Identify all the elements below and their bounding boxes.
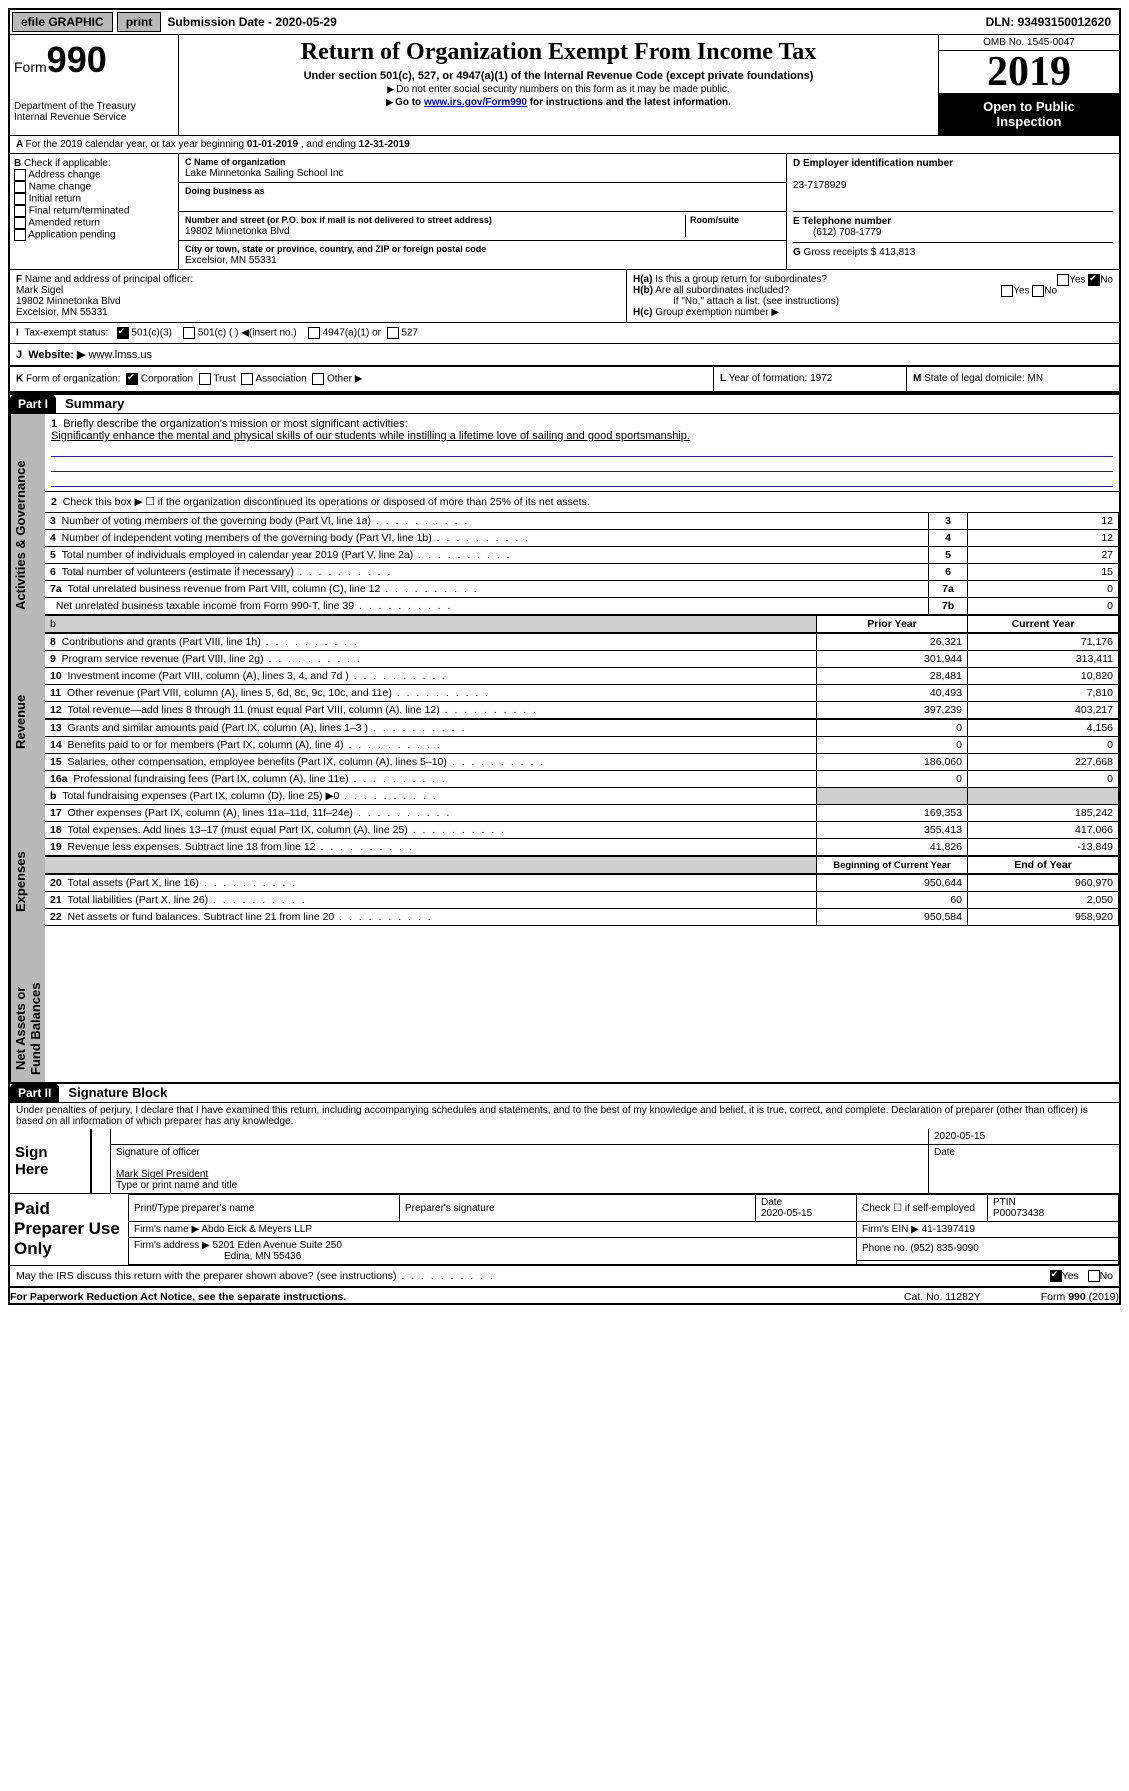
chk-initial-return[interactable]: Initial return xyxy=(29,194,81,205)
net-table: 20 Total assets (Part X, line 16) 950,64… xyxy=(45,874,1119,926)
tax-year: 2019 xyxy=(939,51,1119,93)
part-2-header: Part II Signature Block xyxy=(10,1082,1119,1103)
note-ssn: Do not enter social security numbers on … xyxy=(189,84,928,95)
city-state-zip: Excelsior, MN 55331 xyxy=(185,255,277,266)
year-formation: 1972 xyxy=(810,373,832,384)
firm-addr2: Edina, MN 55436 xyxy=(134,1251,301,1262)
firm-ein: 41-1397419 xyxy=(922,1224,975,1235)
officer-city: Excelsior, MN 55331 xyxy=(16,307,108,318)
chk-501c3[interactable] xyxy=(117,327,129,339)
org-name: Lake Minnetonka Sailing School Inc xyxy=(185,168,343,179)
summary-block: Activities & Governance Revenue Expenses… xyxy=(10,414,1119,1082)
chk-501c[interactable] xyxy=(183,327,195,339)
entity-block: B Check if applicable: Address change Na… xyxy=(10,154,1119,270)
vtab-revenue: Revenue xyxy=(10,656,45,788)
dln: DLN: 93493150012620 xyxy=(986,15,1119,29)
officer-block: F Name and address of principal officer:… xyxy=(10,270,1119,323)
ptin: P00073438 xyxy=(993,1208,1044,1219)
box-klm: K Form of organization: Corporation Trus… xyxy=(10,367,1119,393)
state-domicile: MN xyxy=(1028,373,1044,384)
header-left: Form990 Department of the Treasury Inter… xyxy=(10,35,179,135)
chk-corp[interactable] xyxy=(126,373,138,385)
footer: For Paperwork Reduction Act Notice, see … xyxy=(10,1286,1119,1303)
discuss-yes[interactable] xyxy=(1050,1270,1062,1282)
chk-address-change[interactable]: Address change xyxy=(28,170,100,181)
form-title: Return of Organization Exempt From Incom… xyxy=(189,39,928,66)
header: Form990 Department of the Treasury Inter… xyxy=(10,35,1119,136)
dept-treasury: Department of the Treasury xyxy=(14,101,174,112)
chk-assoc[interactable] xyxy=(241,373,253,385)
firm-phone: (952) 835-9090 xyxy=(910,1243,978,1254)
top-bar: efile GRAPHIC print Submission Date - 20… xyxy=(10,10,1119,35)
form-subtitle: Under section 501(c), 527, or 4947(a)(1)… xyxy=(189,70,928,82)
box-i: I Tax-exempt status: 501(c)(3) 501(c) ( … xyxy=(10,323,1119,344)
open-to-public: Open to PublicInspection xyxy=(939,93,1119,135)
line-a: A For the 2019 calendar year, or tax yea… xyxy=(10,136,1119,154)
perjury-text: Under penalties of perjury, I declare th… xyxy=(10,1103,1119,1129)
header-right: OMB No. 1545-0047 2019 Open to PublicIns… xyxy=(938,35,1119,135)
note-goto: Go to www.irs.gov/Form990 for instructio… xyxy=(189,97,928,108)
exp-table: 13 Grants and similar amounts paid (Part… xyxy=(45,719,1119,856)
gross-receipts: 413,813 xyxy=(879,247,915,258)
mission-text: Significantly enhance the mental and phy… xyxy=(51,430,690,442)
chk-other[interactable] xyxy=(312,373,324,385)
firm-name: Abdo Eick & Meyers LLP xyxy=(201,1224,312,1235)
phone: (612) 708-1779 xyxy=(793,227,881,238)
irs-link[interactable]: www.irs.gov/Form990 xyxy=(424,97,527,108)
print-button[interactable]: print xyxy=(117,12,162,32)
gov-table: 3 Number of voting members of the govern… xyxy=(45,512,1119,615)
chk-app-pending[interactable]: Application pending xyxy=(28,230,115,241)
form-prefix: Form xyxy=(14,59,47,75)
discuss-row: May the IRS discuss this return with the… xyxy=(10,1265,1119,1286)
firm-addr1: 5201 Eden Avenue Suite 250 xyxy=(213,1240,342,1251)
officer-name: Mark Sigel xyxy=(16,285,63,296)
efile-button[interactable]: efile GRAPHIC xyxy=(12,12,113,32)
box-j: J Website: ▶ www.lmss.us xyxy=(10,344,1119,367)
street: 19802 Minnetonka Blvd xyxy=(185,226,290,237)
chk-final-return[interactable]: Final return/terminated xyxy=(29,206,130,217)
form-number: 990 xyxy=(47,39,107,80)
vtab-expenses: Expenses xyxy=(10,788,45,975)
officer-sig-name: Mark Sigel President xyxy=(116,1169,208,1180)
chk-amended[interactable]: Amended return xyxy=(28,218,100,229)
dept-irs: Internal Revenue Service xyxy=(14,112,174,123)
header-mid: Return of Organization Exempt From Incom… xyxy=(179,35,938,135)
submission-label: Submission Date - 2020-05-29 xyxy=(163,15,340,29)
sign-here-block: Sign Here 2020-05-15 Signature of office… xyxy=(10,1129,1119,1193)
paid-preparer-block: Paid Preparer Use Only Print/Type prepar… xyxy=(10,1194,1119,1265)
part-1-header: Part I Summary xyxy=(10,393,1119,414)
chk-trust[interactable] xyxy=(199,373,211,385)
chk-name-change[interactable]: Name change xyxy=(29,182,91,193)
vtab-netassets: Net Assets or Fund Balances xyxy=(10,975,45,1082)
ein: 23-7178929 xyxy=(793,180,846,191)
officer-street: 19802 Minnetonka Blvd xyxy=(16,296,121,307)
discuss-no[interactable] xyxy=(1088,1270,1100,1282)
box-b: B Check if applicable: Address change Na… xyxy=(10,154,179,269)
vtab-governance: Activities & Governance xyxy=(10,414,45,656)
chk-4947[interactable] xyxy=(308,327,320,339)
form-container: efile GRAPHIC print Submission Date - 20… xyxy=(8,8,1121,1305)
box-c: C Name of organization Lake Minnetonka S… xyxy=(179,154,787,269)
box-deg: D Employer identification number 23-7178… xyxy=(787,154,1119,269)
website: www.lmss.us xyxy=(88,349,152,361)
rev-table: 8 Contributions and grants (Part VIII, l… xyxy=(45,633,1119,719)
chk-527[interactable] xyxy=(387,327,399,339)
